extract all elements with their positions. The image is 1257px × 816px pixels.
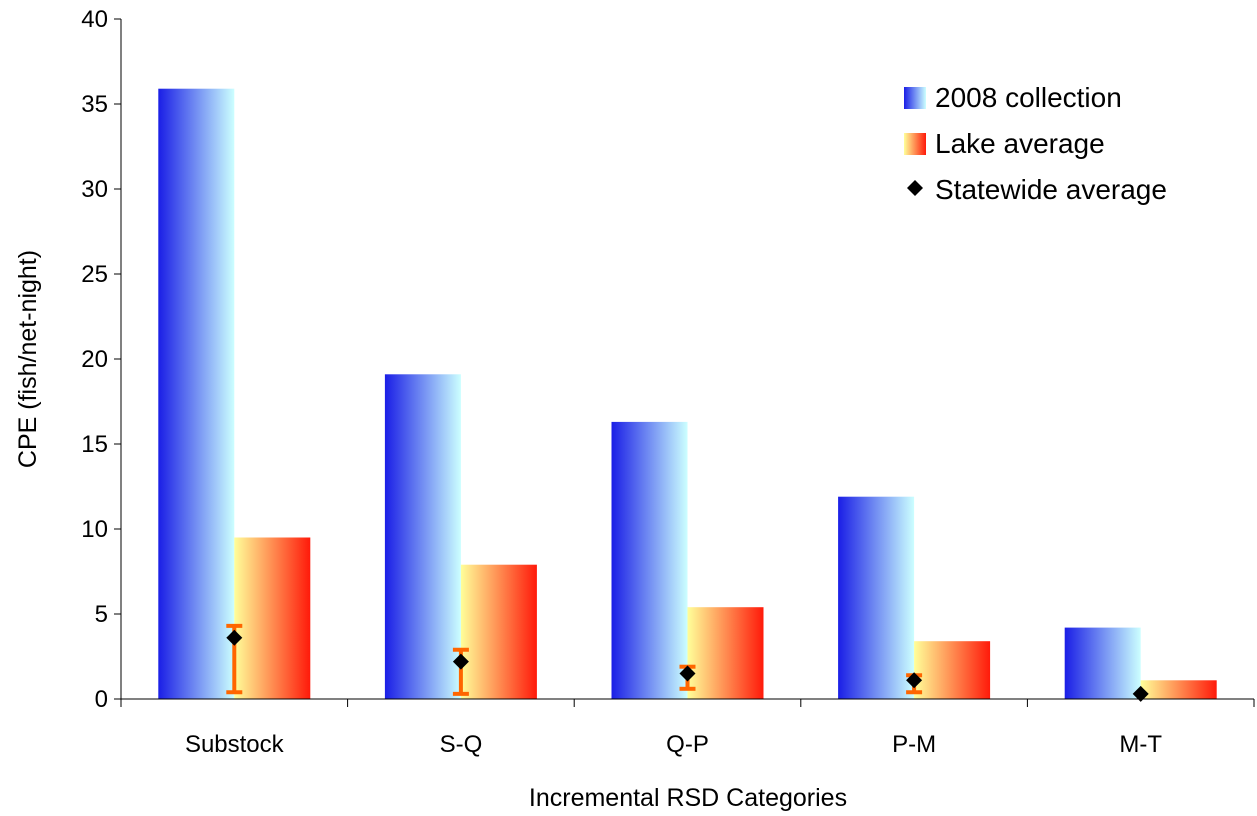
axes-layer: 0 5 10 15 20 25 30 35 40 Substock S-Q Q-P P-M M-T (81, 6, 1255, 758)
x-tick-label-4: M-T (1119, 731, 1162, 758)
y-tick-label-8: 40 (81, 6, 108, 33)
y-tick-label-0: 0 (95, 686, 108, 713)
x-axis-title: Incremental RSD Categories (529, 784, 847, 812)
x-tick-label-2: Q-P (666, 731, 709, 758)
error-bars-layer (226, 623, 923, 696)
bar-collection-4 (1064, 627, 1141, 699)
y-axis-title: CPE (fish/net-night) (14, 250, 42, 468)
legend-item-lake: Lake average (904, 128, 1105, 159)
y-tick-label-2: 10 (81, 516, 108, 543)
legend-label-collection: 2008 collection (935, 82, 1122, 113)
marker-statewide-4 (1132, 685, 1149, 702)
bar-collection-0 (158, 88, 235, 699)
legend-marker-statewide (907, 180, 923, 196)
legend-swatch-lake (904, 133, 926, 155)
bar-lake-2 (687, 607, 764, 699)
bar-collection-2 (611, 421, 688, 699)
bar-collection-3 (838, 496, 915, 699)
y-tick-label-4: 20 (81, 346, 108, 373)
marker-statewide-1 (452, 653, 469, 670)
x-axis-ticks: Substock S-Q Q-P P-M M-T (120, 699, 1255, 758)
bar-lake-1 (460, 564, 537, 699)
y-tick-label-5: 25 (81, 261, 108, 288)
markers-layer (226, 629, 1149, 702)
marker-statewide-3 (906, 672, 923, 689)
bar-lake-4 (1140, 680, 1217, 699)
legend-item-collection: 2008 collection (904, 82, 1122, 113)
y-axis-ticks: 0 5 10 15 20 25 30 35 40 (81, 6, 121, 713)
legend-item-statewide: Statewide average (907, 174, 1167, 205)
x-tick-label-0: Substock (185, 731, 285, 758)
y-tick-label-6: 30 (81, 176, 108, 203)
legend-label-lake: Lake average (935, 128, 1105, 159)
marker-statewide-2 (679, 665, 696, 682)
x-tick-label-3: P-M (892, 731, 936, 758)
legend-swatch-collection (904, 87, 926, 109)
bar-collection-1 (384, 374, 461, 699)
y-tick-label-3: 15 (81, 431, 108, 458)
bar-lake-3 (914, 641, 991, 699)
legend-label-statewide: Statewide average (935, 174, 1167, 205)
legend: 2008 collection Lake average Statewide a… (904, 82, 1167, 205)
x-tick-label-1: S-Q (440, 731, 483, 758)
bar-lake-0 (234, 537, 311, 699)
bars-layer (158, 88, 1217, 699)
y-tick-label-7: 35 (81, 91, 108, 118)
marker-statewide-0 (226, 629, 243, 646)
y-tick-label-1: 5 (95, 601, 108, 628)
